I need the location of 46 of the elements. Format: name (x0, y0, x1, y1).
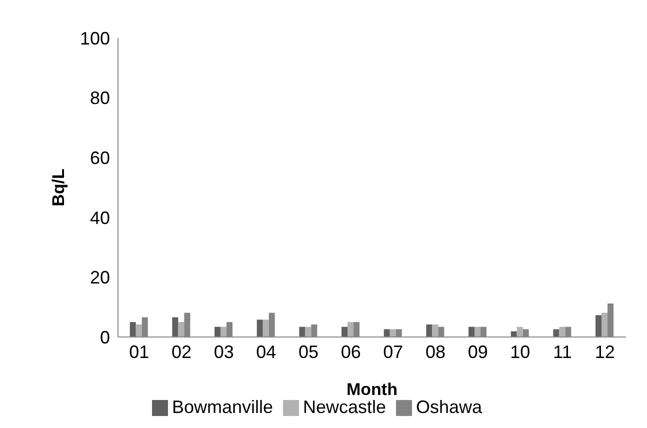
bar (130, 322, 136, 337)
legend-label: Oshawa (416, 397, 482, 417)
bar (348, 322, 354, 337)
bar (559, 326, 566, 337)
x-tick-label: 11 (553, 342, 572, 362)
bar (220, 326, 227, 337)
bar (256, 320, 263, 337)
x-tick-label: 04 (256, 342, 276, 362)
bar (214, 326, 221, 337)
bar (172, 317, 178, 337)
y-tick-label: 0 (100, 327, 110, 348)
legend-label: Newcastle (302, 397, 386, 417)
bar (136, 324, 142, 337)
bar (516, 326, 523, 337)
bar (384, 329, 390, 337)
bar (596, 315, 602, 337)
bar (262, 320, 269, 337)
y-tick-label: 20 (90, 268, 110, 288)
x-tick-label: 07 (383, 342, 404, 362)
y-tick-label: 60 (90, 148, 110, 168)
bar (602, 312, 608, 337)
bar (342, 326, 348, 337)
x-axis-title: Month (346, 380, 398, 399)
x-tick-label: 01 (129, 342, 150, 362)
x-tick-label: 05 (298, 342, 319, 362)
x-tick-label: 08 (425, 342, 446, 362)
y-tick-label: 80 (90, 88, 110, 108)
x-tick-label: 09 (468, 342, 488, 362)
x-tick-label: 06 (340, 342, 361, 362)
bar (299, 326, 306, 337)
y-tick-label: 40 (90, 208, 110, 228)
bar (553, 329, 560, 337)
bar (178, 322, 184, 337)
x-tick-label: 12 (594, 342, 615, 362)
y-axis-title: Bq/L (49, 168, 68, 206)
bar (426, 324, 432, 337)
bar (390, 329, 396, 337)
x-tick-label: 03 (214, 342, 234, 362)
bar (474, 326, 481, 337)
bar (432, 324, 438, 337)
x-tick-label: 10 (510, 342, 530, 362)
x-tick-label: 02 (171, 342, 192, 362)
legend-label: Bowmanville (172, 397, 273, 417)
y-tick-label: 100 (80, 28, 110, 48)
bar (305, 326, 312, 337)
bar (468, 326, 475, 337)
